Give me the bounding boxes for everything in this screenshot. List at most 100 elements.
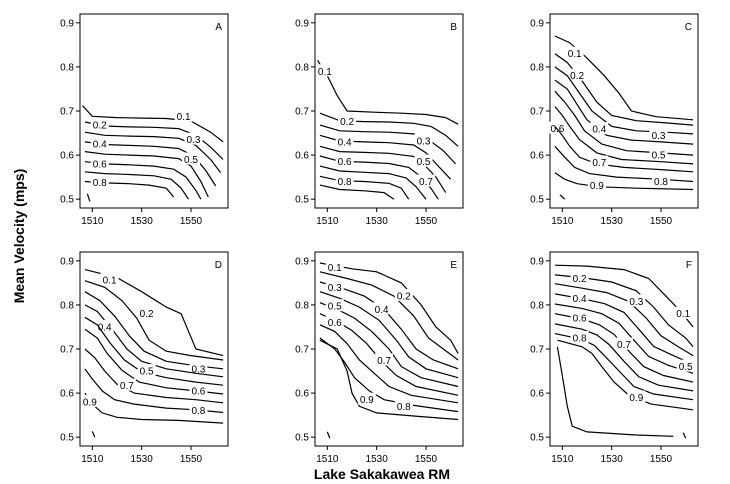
contour-label: 0.7 [419, 177, 433, 188]
contour-line [554, 106, 694, 165]
contour-line [316, 59, 459, 125]
contour-label: 0.1 [568, 49, 582, 60]
contour-label: 0.5 [140, 367, 154, 378]
contour-line [319, 339, 459, 421]
y-tick-label: 0.7 [530, 345, 544, 356]
contour-line [84, 121, 224, 160]
contour-line [84, 280, 224, 361]
contour-label: 0.1 [328, 263, 342, 274]
y-tick-label: 0.5 [60, 433, 74, 444]
contour-label-mask [90, 175, 109, 188]
x-tick-label: 1550 [650, 454, 673, 465]
y-tick-label: 0.9 [530, 256, 544, 267]
contour-label-mask [335, 154, 354, 167]
y-axis-title: Mean Velocity (mps) [11, 169, 27, 304]
x-tick-label: 1510 [316, 216, 339, 227]
y-tick-label: 0.6 [295, 389, 309, 400]
contour-label-mask [676, 359, 695, 372]
contour-line [554, 323, 694, 392]
contour-label-mask [325, 299, 344, 312]
panel-label: B [450, 22, 457, 33]
y-tick-label: 0.8 [530, 300, 544, 311]
contour-label-mask [627, 294, 646, 307]
contour-line [84, 316, 224, 386]
y-tick-label: 0.9 [60, 18, 74, 29]
y-tick-label: 0.7 [60, 345, 74, 356]
contour-label-mask [325, 260, 344, 273]
contour-line [326, 431, 331, 439]
contour-label-mask [570, 330, 589, 343]
contour-label: 0.3 [629, 297, 643, 308]
contour-line [319, 281, 459, 370]
contour-label-mask [570, 291, 589, 304]
contour-label: 0.2 [570, 71, 584, 82]
x-axis-title: Lake Sakakawea RM [314, 466, 450, 482]
contour-label-mask [189, 361, 208, 374]
contour-label-mask [375, 353, 394, 366]
contour-label-mask [674, 306, 693, 319]
contour-label: 0.5 [417, 157, 431, 168]
y-tick-label: 0.5 [295, 433, 309, 444]
contour-label: 0.5 [652, 151, 666, 162]
y-tick-label: 0.6 [60, 151, 74, 162]
contour-label-mask [652, 174, 670, 187]
contour-label: 0.2 [397, 292, 411, 303]
contour-label: 0.7 [617, 340, 631, 351]
contour-line [554, 53, 694, 126]
contour-label: 0.1 [177, 112, 191, 123]
panel-label: F [686, 260, 692, 271]
contour-line [91, 431, 96, 438]
contour-label-mask [414, 154, 433, 167]
y-tick-label: 0.8 [60, 300, 74, 311]
panel-e: 0.5 0.6 0.7 0.8 0.9 1510 1530 1550 E 0.1 0.2 0.3 0.4… [295, 251, 464, 465]
x-tick-label: 1510 [81, 216, 104, 227]
contour-label-mask [335, 134, 354, 147]
panel-label: D [215, 260, 222, 271]
contour-label-mask [565, 46, 584, 59]
contour-label: 0.9 [629, 393, 643, 404]
contour-label-mask [90, 137, 109, 150]
y-tick-label: 0.6 [295, 151, 309, 162]
contour-label: 0.7 [120, 381, 134, 392]
contour-label: 0.1 [103, 275, 117, 286]
panel-d: 0.5 0.6 0.7 0.8 0.9 1510 1530 1550 D 0.1 0.2 0.3 0.4… [60, 251, 229, 465]
panel-label: A [215, 22, 222, 33]
contour-label: 0.3 [652, 131, 666, 142]
x-tick-label: 1530 [131, 454, 154, 465]
panel-label: C [685, 22, 692, 33]
contour-label: 0.1 [676, 309, 690, 320]
x-tick-label: 1510 [551, 454, 574, 465]
contour-line [319, 324, 459, 404]
contour-label: 0.2 [573, 274, 587, 285]
x-tick-label: 1530 [601, 454, 624, 465]
y-tick-label: 0.8 [295, 300, 309, 311]
contour-line [319, 165, 427, 200]
contour-label-mask [90, 156, 109, 169]
contour-label-mask [615, 337, 633, 350]
contour-label-mask [80, 394, 99, 407]
contour-label-mask [590, 155, 609, 168]
contour-label: 0.3 [187, 135, 201, 146]
contour-label-mask [189, 383, 208, 396]
contour-label: 0.8 [397, 402, 411, 413]
contour-line [556, 346, 674, 437]
contour-label-mask [417, 174, 435, 187]
contour-label: 0.3 [417, 136, 431, 147]
contour-label: 0.8 [573, 333, 587, 344]
contour-label: 0.5 [328, 302, 342, 313]
contour-label: 0.4 [573, 294, 587, 305]
y-tick-label: 0.6 [60, 389, 74, 400]
x-tick-label: 1530 [601, 216, 624, 227]
contour-label-mask [137, 306, 156, 319]
contour-line [84, 141, 217, 187]
y-tick-label: 0.6 [530, 389, 544, 400]
contour-label-mask [394, 289, 413, 302]
y-tick-label: 0.9 [530, 18, 544, 29]
contour-label: 0.2 [93, 121, 107, 132]
contour-line [86, 193, 91, 202]
contour-label: 0.9 [590, 181, 604, 192]
contour-label-mask [184, 132, 203, 145]
y-tick-label: 0.9 [295, 256, 309, 267]
contour-label-mask [568, 68, 587, 81]
contour-label-mask [548, 121, 567, 134]
